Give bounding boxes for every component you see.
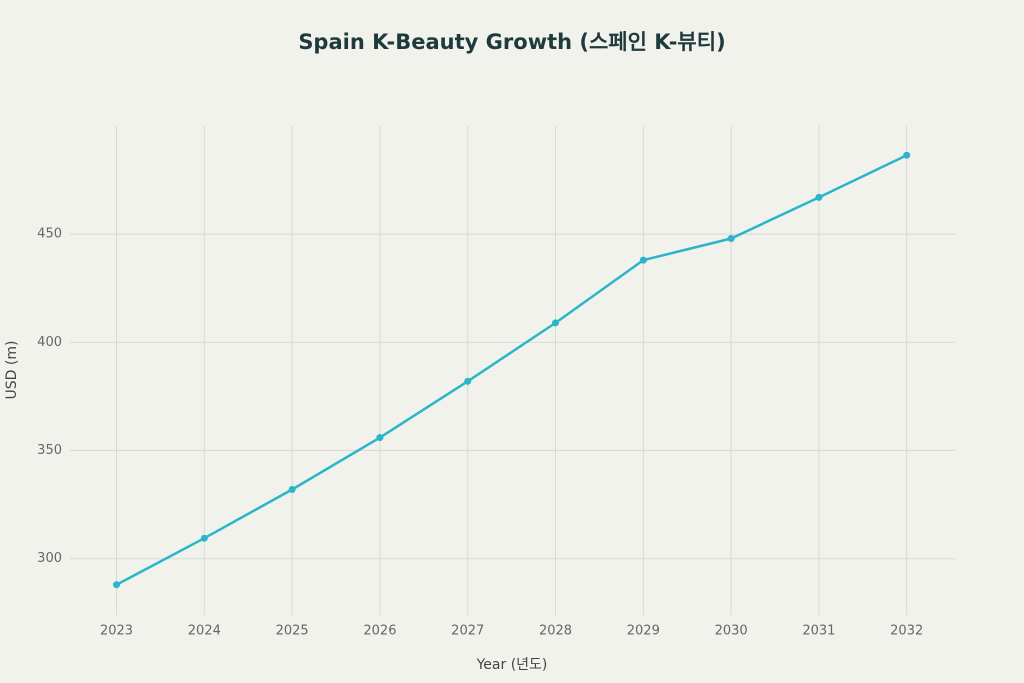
point xyxy=(200,534,208,542)
point xyxy=(552,319,560,327)
point xyxy=(727,235,735,243)
x-tick-label: 2028 xyxy=(539,624,572,639)
y-tick-label: 400 xyxy=(37,335,62,350)
x-tick-label: 2024 xyxy=(188,624,221,639)
y-axis-label: USD (m) xyxy=(4,341,20,400)
point xyxy=(464,377,472,385)
x-tick-label: 2023 xyxy=(100,624,133,639)
point xyxy=(639,256,647,264)
x-tick-label: 2031 xyxy=(802,624,835,639)
x-tick-label: 2030 xyxy=(715,624,748,639)
x-axis-label: Year (년도) xyxy=(476,657,548,673)
point xyxy=(288,486,296,494)
x-tick-label: 2029 xyxy=(627,624,660,639)
point xyxy=(815,193,823,201)
x-tick-label: 2026 xyxy=(363,624,396,639)
point xyxy=(113,581,121,589)
line xyxy=(115,154,908,586)
chart-title: Spain K-Beauty Growth (스페인 K-뷰티) xyxy=(298,30,725,54)
x-tick-label: 2027 xyxy=(451,624,484,639)
y-tick-label: 300 xyxy=(37,551,62,566)
y-tick-label: 350 xyxy=(37,443,62,458)
point xyxy=(903,151,911,159)
x-tick-label: 2032 xyxy=(890,624,923,639)
x-tick-label: 2025 xyxy=(276,624,309,639)
y-tick-label: 450 xyxy=(37,227,62,242)
point xyxy=(376,434,384,442)
